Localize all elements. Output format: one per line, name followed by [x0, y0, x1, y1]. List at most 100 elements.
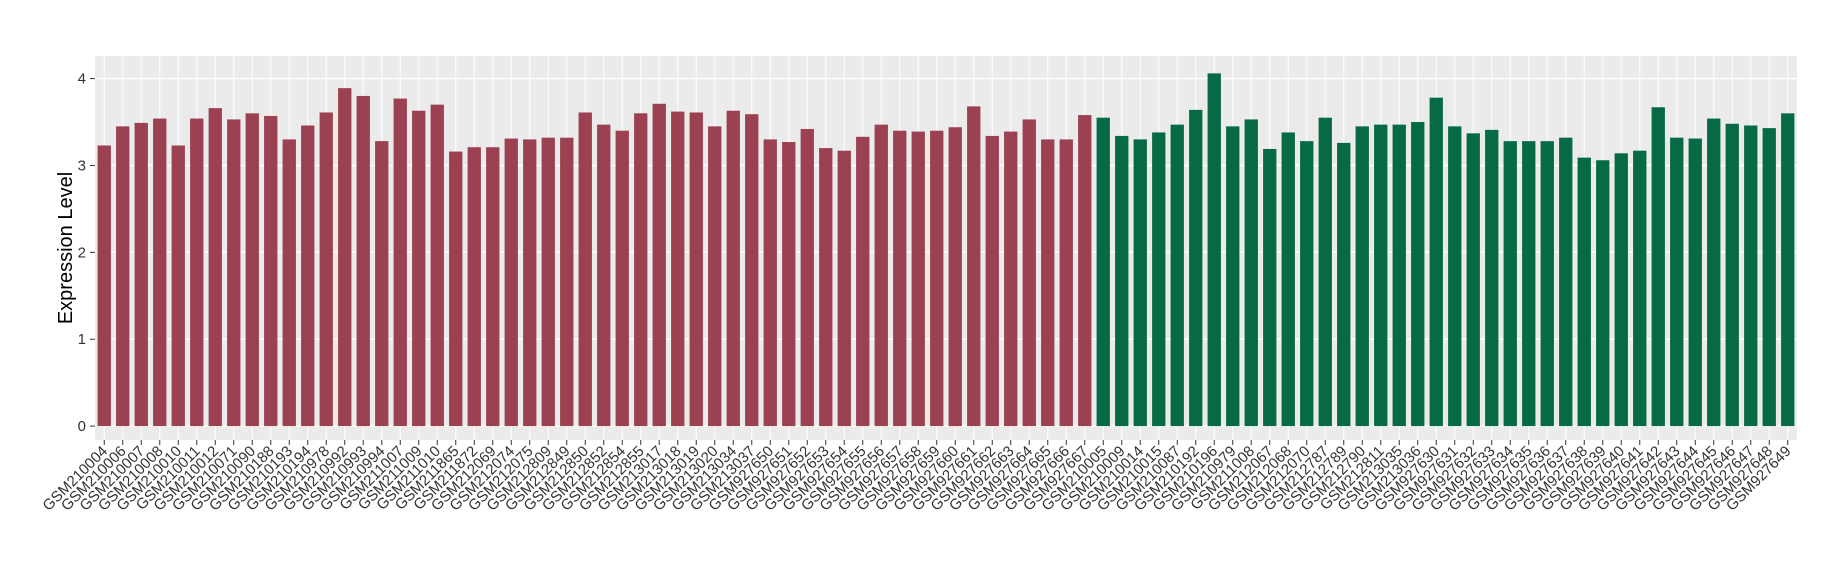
bar — [967, 106, 981, 427]
bar — [97, 145, 111, 427]
bar — [1559, 137, 1573, 427]
bar — [1059, 139, 1073, 427]
bar — [1226, 126, 1240, 427]
bar — [1263, 148, 1277, 427]
bar — [1577, 157, 1591, 427]
bar — [1707, 118, 1721, 427]
y-tick-label: 4 — [78, 71, 86, 88]
bar — [282, 139, 296, 427]
bar — [708, 126, 722, 427]
bar — [745, 114, 759, 427]
bar — [1281, 132, 1295, 427]
bar — [874, 124, 888, 427]
bar — [671, 111, 685, 427]
bar — [911, 131, 925, 427]
bar — [1614, 153, 1628, 427]
bar — [1078, 115, 1092, 427]
bar — [356, 95, 370, 427]
bar — [1411, 122, 1425, 427]
bar — [393, 98, 407, 427]
bar — [615, 130, 629, 427]
bar — [319, 112, 333, 427]
bar — [338, 88, 352, 427]
bar — [578, 112, 592, 427]
y-tick-label: 2 — [78, 244, 86, 261]
bar — [467, 147, 481, 427]
bar — [819, 148, 833, 427]
bar — [1429, 97, 1443, 427]
bar — [171, 145, 185, 427]
bar — [1670, 137, 1684, 427]
bar — [190, 118, 204, 427]
bar — [893, 130, 907, 427]
bar — [1207, 73, 1221, 427]
bar — [1725, 123, 1739, 427]
bar — [1115, 135, 1129, 427]
bar — [1503, 141, 1517, 427]
bar — [782, 142, 796, 427]
bar — [837, 150, 851, 427]
bar — [1466, 133, 1480, 427]
y-axis-label: Expression Level — [55, 172, 77, 324]
bar — [1781, 113, 1795, 427]
bar — [652, 103, 666, 427]
bar — [1244, 119, 1258, 427]
bar — [1374, 124, 1388, 427]
bar — [763, 139, 777, 427]
bar — [1596, 160, 1610, 427]
bar — [1651, 107, 1665, 427]
bar — [856, 136, 870, 427]
bar — [116, 126, 130, 427]
bar — [1337, 142, 1351, 427]
bar — [1448, 126, 1462, 427]
bar — [153, 118, 167, 427]
bar — [1355, 126, 1369, 427]
bar — [301, 125, 315, 427]
bar — [1485, 129, 1499, 427]
bar — [726, 110, 740, 427]
bar — [689, 112, 703, 427]
bar — [1540, 141, 1554, 427]
bar — [634, 113, 648, 427]
bar — [800, 128, 814, 427]
bar — [486, 147, 500, 427]
bar — [1022, 119, 1036, 427]
bar — [449, 151, 463, 427]
bar — [1189, 109, 1203, 427]
bar — [541, 137, 555, 427]
bar — [1041, 139, 1055, 427]
bar — [523, 139, 537, 427]
bar — [375, 141, 389, 427]
bar — [1004, 131, 1018, 427]
bar — [1318, 117, 1332, 427]
bar — [412, 110, 426, 427]
bar — [264, 115, 278, 427]
bar — [985, 135, 999, 427]
bar — [430, 104, 444, 427]
bar — [208, 108, 222, 427]
bar — [1762, 128, 1776, 427]
bar — [1522, 141, 1536, 427]
bar — [1096, 117, 1110, 427]
bar — [1170, 124, 1184, 427]
bar — [245, 113, 259, 427]
bar — [1152, 132, 1166, 427]
bar — [1633, 150, 1647, 427]
bar — [1392, 124, 1406, 427]
bar — [1300, 141, 1314, 427]
bar — [227, 119, 241, 427]
bar — [504, 138, 518, 427]
bar — [134, 122, 148, 427]
bar — [948, 127, 962, 427]
bar — [597, 124, 611, 427]
bar — [560, 137, 574, 427]
y-tick-label: 0 — [78, 418, 86, 435]
y-tick-label: 1 — [78, 331, 86, 348]
y-tick-label: 3 — [78, 157, 86, 174]
bar — [1688, 138, 1702, 427]
bar — [1744, 125, 1758, 427]
bar — [1133, 139, 1147, 427]
bar — [930, 130, 944, 427]
